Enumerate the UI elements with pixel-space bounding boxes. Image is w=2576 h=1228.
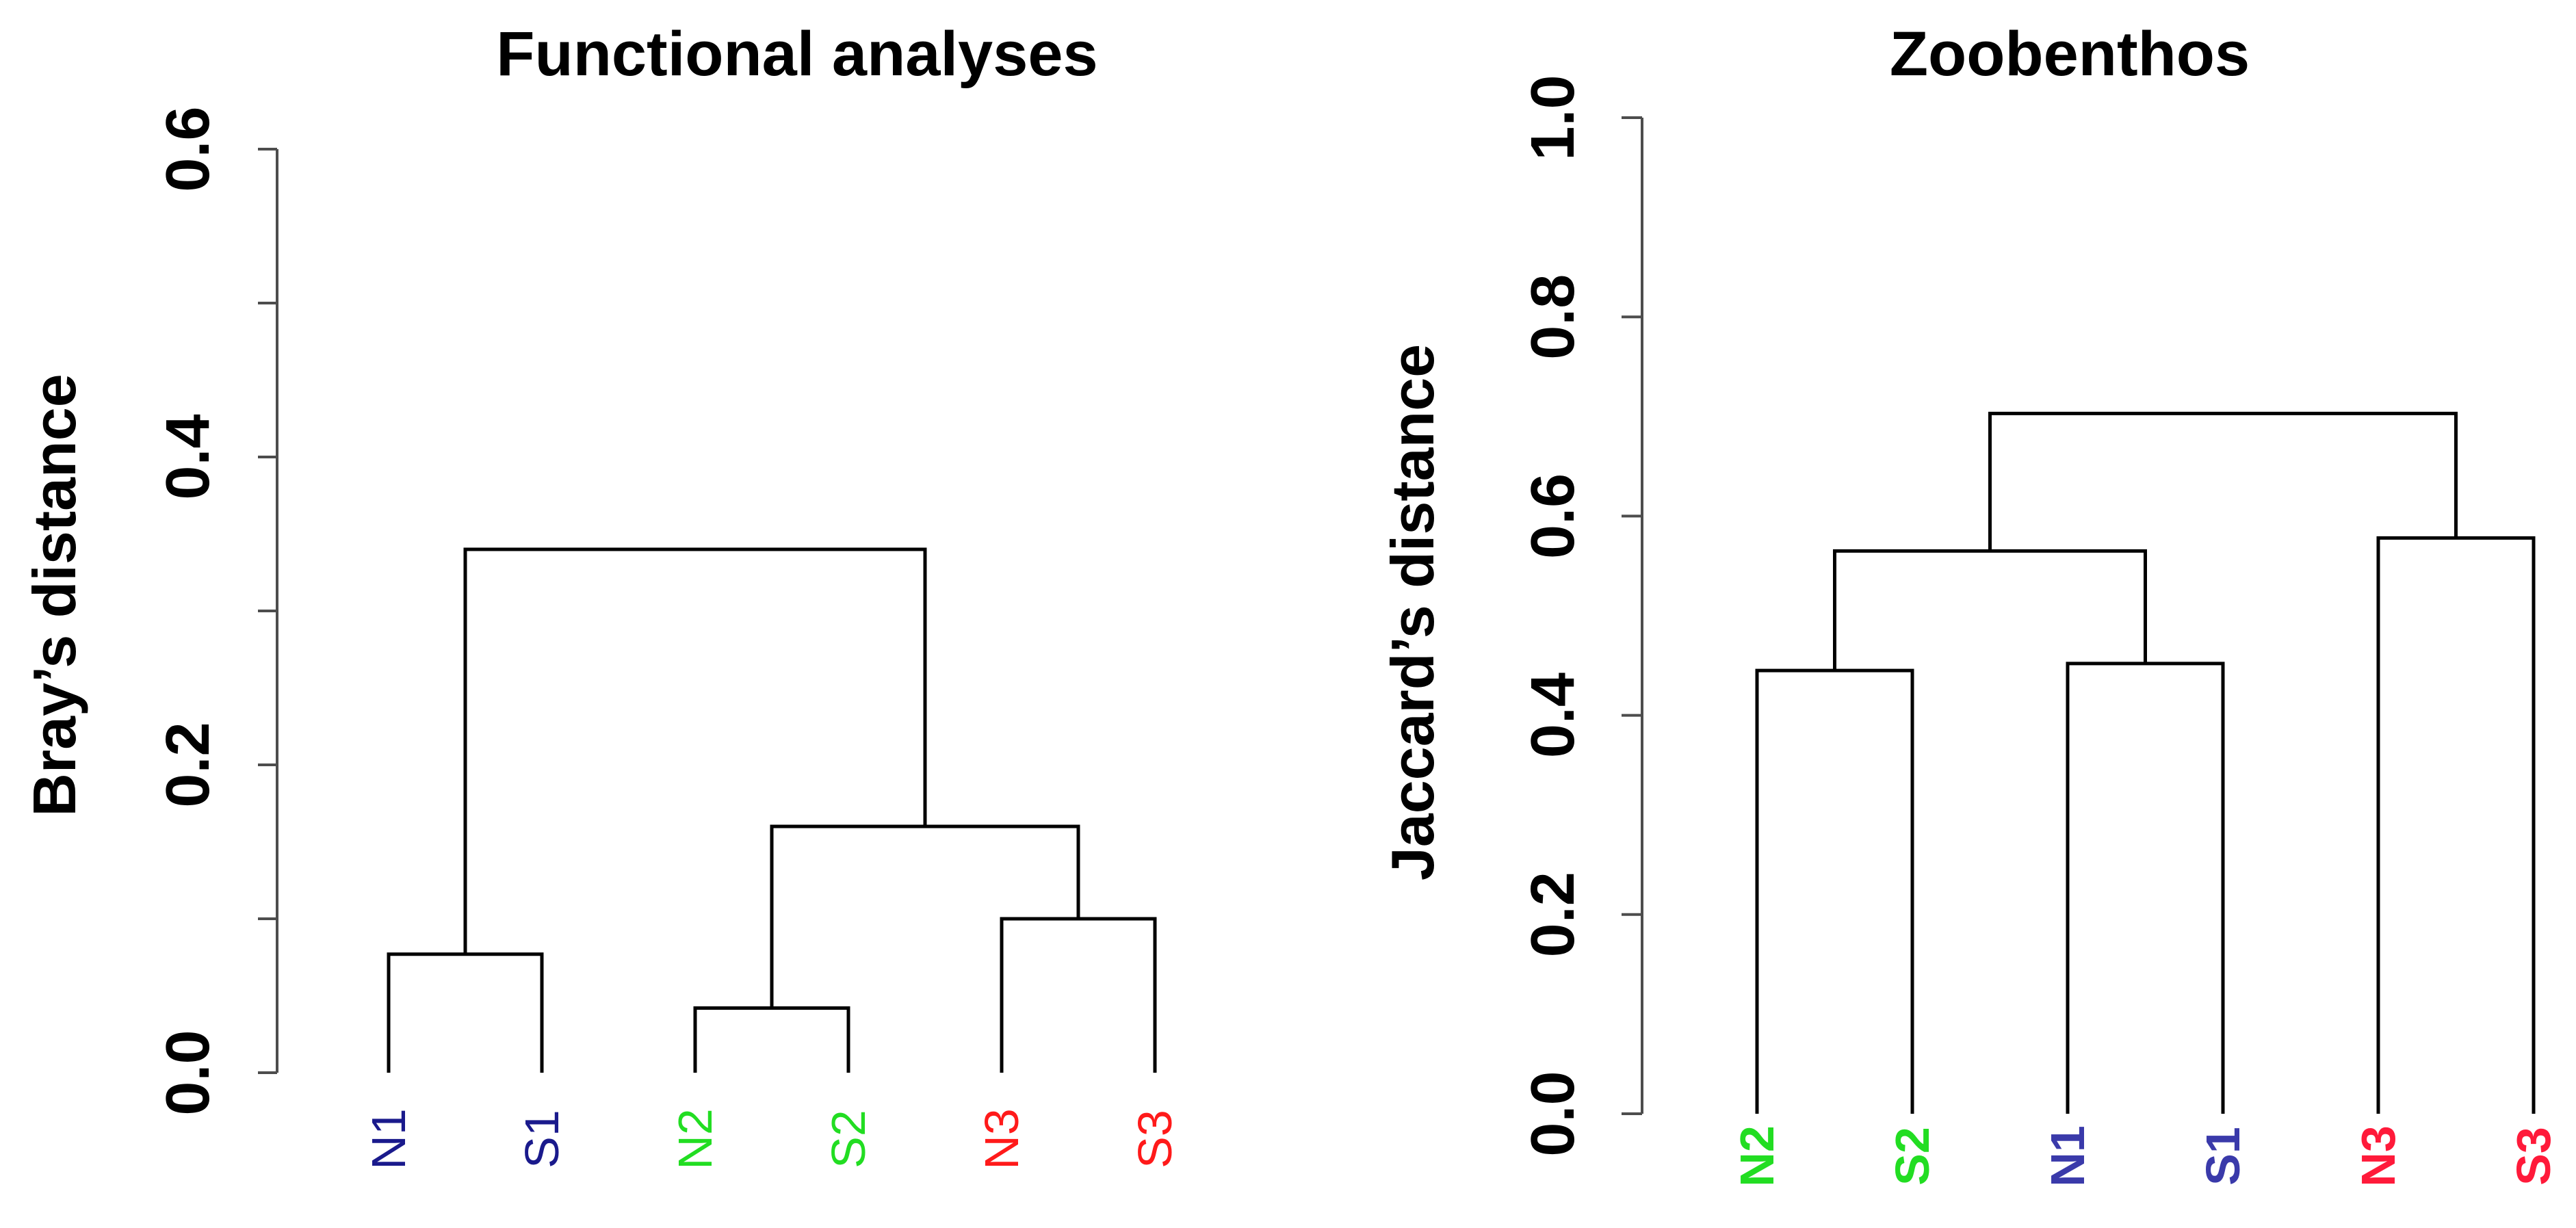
leaf-label: N3 — [975, 1108, 1028, 1169]
y-tick-label: 1.0 — [1519, 75, 1587, 160]
panel-1-dendrogram — [387, 547, 1157, 1073]
leaf-label: N3 — [2352, 1125, 2405, 1186]
leaf-label: N2 — [1730, 1125, 1784, 1186]
leaf-label: S3 — [2507, 1127, 2560, 1186]
panel-2-leaf-labels: N2 S2 N1 S1 N3 S3 — [1730, 1125, 2560, 1186]
y-tick-label: 0.6 — [1519, 473, 1587, 559]
leaf-label: N2 — [668, 1108, 722, 1169]
y-tick-label: 0.2 — [154, 722, 222, 807]
y-tick-label: 0.6 — [154, 106, 222, 192]
panel-zoobenthos: Zoobenthos Jaccard’s distance 0.00.20.40… — [1379, 19, 2560, 1187]
panel-2-title: Zoobenthos — [1890, 19, 2250, 89]
panel-2-dendrogram — [1755, 411, 2536, 1114]
y-tick-label: 0.0 — [154, 1030, 222, 1115]
y-tick-label: 0.2 — [1519, 872, 1587, 957]
leaf-label: S2 — [822, 1110, 875, 1168]
y-tick-label: 0.8 — [1519, 274, 1587, 360]
panel-1-leaf-labels: N1 S1 N2 S2 N3 S3 — [362, 1108, 1182, 1169]
leaf-label: S3 — [1128, 1110, 1182, 1168]
leaf-label: S2 — [1886, 1127, 1939, 1186]
panel-1-title: Functional analyses — [496, 19, 1097, 89]
panel-2-y-axis-label: Jaccard’s distance — [1379, 344, 1446, 880]
dendrogram-link — [387, 952, 544, 1073]
y-tick-label: 0.4 — [154, 414, 222, 499]
y-tick-label: 0.0 — [1519, 1071, 1587, 1156]
dendrogram-link — [463, 547, 927, 954]
dendrogram-link — [2376, 536, 2536, 1114]
panel-1-y-axis-label: Bray’s distance — [21, 374, 88, 816]
leaf-label: N1 — [362, 1108, 415, 1169]
dendrogram-link — [693, 1006, 850, 1073]
panel-1-y-axis: 0.0 0.2 0.4 0.6 — [154, 106, 278, 1116]
leaf-label: S1 — [2196, 1127, 2250, 1186]
dendrogram-link — [1000, 917, 1157, 1073]
leaf-label: N1 — [2041, 1125, 2094, 1186]
dendrogram-link — [1755, 668, 1914, 1114]
leaf-label: S1 — [515, 1110, 569, 1168]
dendrogram-link — [1988, 411, 2458, 551]
y-tick-label: 0.4 — [1519, 672, 1587, 758]
panel-functional-analyses: Functional analyses Bray’s distance 0.00… — [21, 19, 1182, 1170]
panel-2-y-axis: 0.0 0.2 0.4 0.6 0.8 1.0 — [1519, 75, 1643, 1157]
dendrogram-link — [1833, 549, 2147, 671]
dendrogram-link — [2066, 662, 2225, 1114]
